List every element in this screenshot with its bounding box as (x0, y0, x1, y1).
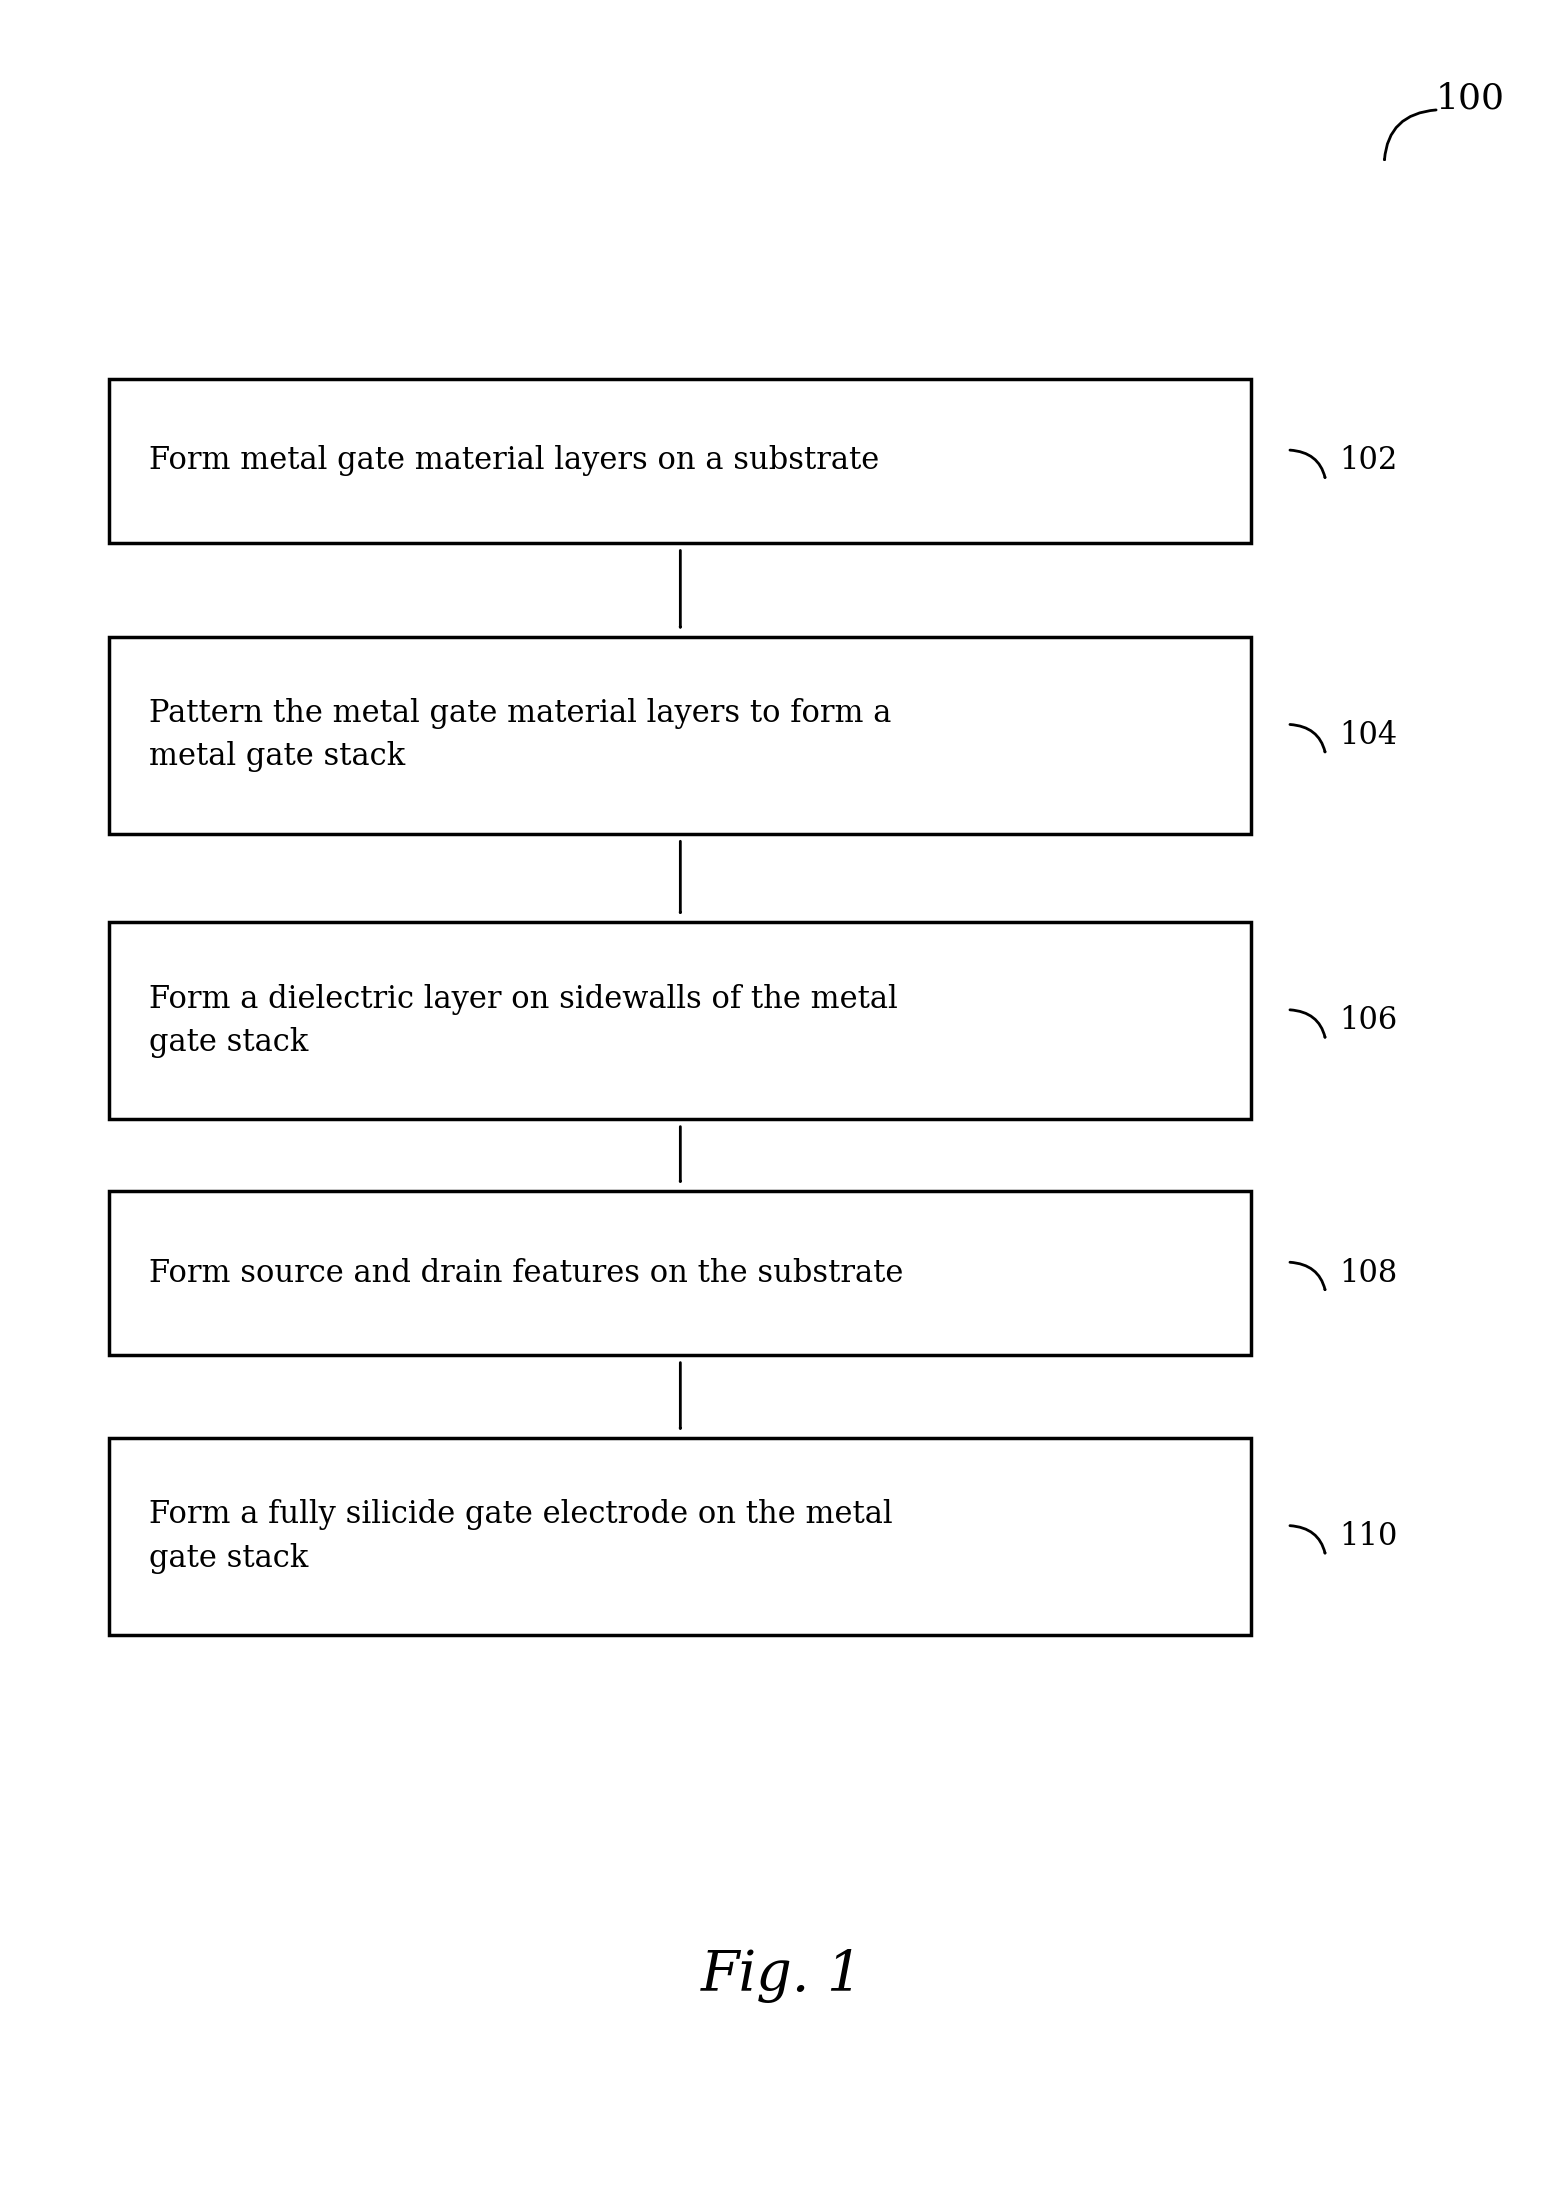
Text: Form source and drain features on the substrate: Form source and drain features on the su… (149, 1258, 902, 1288)
Text: 106: 106 (1339, 1005, 1397, 1036)
Text: Pattern the metal gate material layers to form a
metal gate stack: Pattern the metal gate material layers t… (149, 698, 891, 773)
Text: Form metal gate material layers on a substrate: Form metal gate material layers on a sub… (149, 446, 879, 476)
Bar (109, 1438, 1251, 1635)
Text: 102: 102 (1339, 446, 1397, 476)
Bar (109, 922, 1251, 1119)
Bar (109, 1190, 1251, 1354)
Bar (109, 637, 1251, 834)
Text: Fig. 1: Fig. 1 (701, 1949, 863, 2002)
Text: 110: 110 (1339, 1521, 1397, 1552)
Text: Form a fully silicide gate electrode on the metal
gate stack: Form a fully silicide gate electrode on … (149, 1499, 891, 1574)
Text: 104: 104 (1339, 720, 1397, 751)
Text: 100: 100 (1436, 81, 1505, 116)
Text: 108: 108 (1339, 1258, 1397, 1288)
Bar (109, 378, 1251, 542)
Text: Form a dielectric layer on sidewalls of the metal
gate stack: Form a dielectric layer on sidewalls of … (149, 983, 898, 1058)
